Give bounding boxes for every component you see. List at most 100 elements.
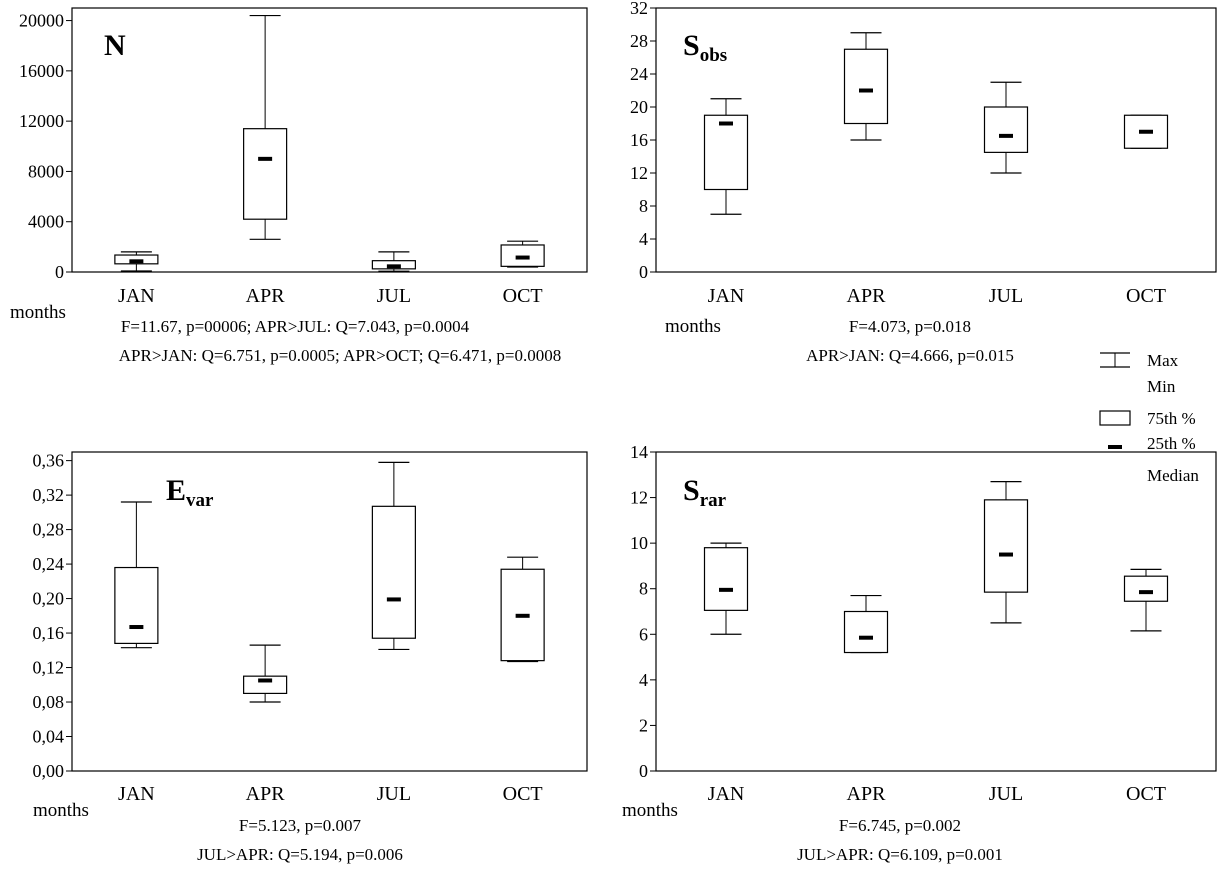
x-tick-label: JUL: [377, 285, 411, 307]
stats-n-line2: APR>JAN: Q=6.751, p=0.0005; APR>OCT; Q=6…: [118, 346, 562, 365]
x-tick-label: JAN: [118, 783, 155, 805]
x-axis-label: months: [33, 800, 89, 821]
y-tick-label: 0,36: [33, 451, 65, 471]
y-tick-label: 20000: [19, 11, 64, 31]
box-iqr: [703, 547, 749, 611]
y-tick-label: 12: [630, 163, 648, 183]
panel-label-sub: obs: [700, 45, 727, 66]
box-iqr: [243, 128, 288, 220]
y-tick-label: 0: [639, 262, 648, 282]
stats-srar-line1: F=6.745, p=0.002: [838, 816, 962, 835]
stats-sobs-line2: APR>JAN: Q=4.666, p=0.015: [806, 346, 1014, 365]
box-oct: [500, 556, 545, 663]
box-oct: [1123, 114, 1169, 149]
median-marker: [258, 678, 273, 683]
x-tick-label: JUL: [989, 285, 1023, 307]
x-tick-label: APR: [847, 285, 887, 307]
median-marker: [386, 597, 401, 602]
y-tick-label: 32: [630, 0, 648, 18]
y-tick-label: 16000: [19, 61, 64, 81]
box-jan: [703, 542, 749, 635]
box-jul: [983, 481, 1029, 624]
x-tick-label: JUL: [989, 783, 1023, 805]
chart-panel-4: 0 2 4 6 8 10 12 14 JAN APR JUL OCT months Srar: [622, 442, 1217, 821]
y-tick-label: 12: [630, 488, 648, 508]
box-oct: [500, 240, 545, 268]
panel-label-sub: rar: [700, 490, 727, 511]
box-iqr: [1123, 575, 1169, 602]
median-marker: [859, 88, 873, 93]
y-tick-label: 4: [639, 229, 648, 249]
box-iqr: [983, 106, 1029, 153]
x-tick-label: APR: [246, 285, 286, 307]
x-tick-label: OCT: [503, 783, 543, 805]
y-tick-label: 0,16: [33, 623, 65, 643]
x-tick-label: APR: [246, 783, 286, 805]
box-oct: [1123, 568, 1169, 632]
y-tick-label: 0,00: [33, 761, 65, 781]
x-axis-label: months: [622, 800, 678, 821]
box-iqr: [843, 610, 889, 654]
plot-frame: [71, 7, 588, 273]
x-axis-label: months: [665, 316, 721, 337]
legend-min-label: Min: [1147, 377, 1176, 396]
x-tick-label: JUL: [377, 783, 411, 805]
y-tick-label: 0: [55, 262, 64, 282]
y-tick-label: 8: [639, 196, 648, 216]
y-tick-label: 4: [639, 670, 648, 690]
legend-75th-label: 75th %: [1147, 409, 1196, 428]
median-marker: [859, 635, 873, 640]
y-tick-label: 14: [630, 442, 648, 462]
x-tick-label: JAN: [118, 285, 155, 307]
median-marker: [129, 259, 144, 264]
y-tick-label: 16: [630, 130, 648, 150]
chart-panel-2: 0 4 8 12 16 20 24 28 32 JAN APR JUL OCT months Sobs: [630, 0, 1217, 337]
panel-label: Sobs: [683, 29, 727, 66]
box-iqr: [843, 48, 889, 125]
y-tick-label: 6: [639, 624, 648, 644]
panel-label: Evar: [166, 474, 214, 511]
median-marker: [1139, 129, 1153, 134]
y-tick-label: 24: [630, 64, 648, 84]
box-jan: [703, 98, 749, 215]
median-marker: [1139, 590, 1153, 595]
y-tick-label: 0,04: [33, 727, 65, 747]
box-apr: [843, 594, 889, 654]
y-tick-label: 12000: [19, 111, 64, 131]
box-iqr: [243, 675, 288, 695]
y-tick-label: 4000: [28, 212, 64, 232]
y-tick-label: 10: [630, 533, 648, 553]
box-apr: [243, 14, 288, 240]
median-marker: [999, 133, 1013, 138]
x-tick-label: OCT: [1126, 285, 1166, 307]
stats-evar-line1: F=5.123, p=0.007: [238, 816, 362, 835]
box-apr: [243, 644, 288, 703]
y-tick-label: 0,32: [33, 485, 65, 505]
stats-n-line1: F=11.67, p=00006; APR>JUL: Q=7.043, p=0.…: [120, 317, 470, 336]
legend-25th-label: 25th %: [1147, 434, 1196, 453]
box-jul: [983, 81, 1029, 174]
x-tick-label: OCT: [1126, 783, 1166, 805]
x-tick-label: APR: [847, 783, 887, 805]
box-apr: [843, 32, 889, 141]
box-jan: [114, 501, 159, 649]
legend-max-label: Max: [1147, 351, 1179, 370]
median-marker: [999, 552, 1013, 557]
box-iqr: [114, 566, 159, 644]
y-tick-label: 8: [639, 579, 648, 599]
x-tick-label: JAN: [708, 285, 745, 307]
legend-median-label: Median: [1147, 466, 1199, 485]
x-axis-label: months: [10, 302, 66, 323]
box-jul: [371, 461, 416, 651]
x-tick-label: OCT: [503, 285, 543, 307]
x-tick-label: JAN: [708, 783, 745, 805]
panel-label: Srar: [683, 474, 727, 511]
median-marker: [386, 264, 401, 269]
y-tick-label: 0: [639, 761, 648, 781]
box-iqr: [983, 499, 1029, 593]
y-tick-label: 28: [630, 31, 648, 51]
median-marker: [258, 156, 273, 161]
stats-evar-line2: JUL>APR: Q=5.194, p=0.006: [197, 845, 403, 864]
y-tick-label: 0,20: [33, 589, 65, 609]
